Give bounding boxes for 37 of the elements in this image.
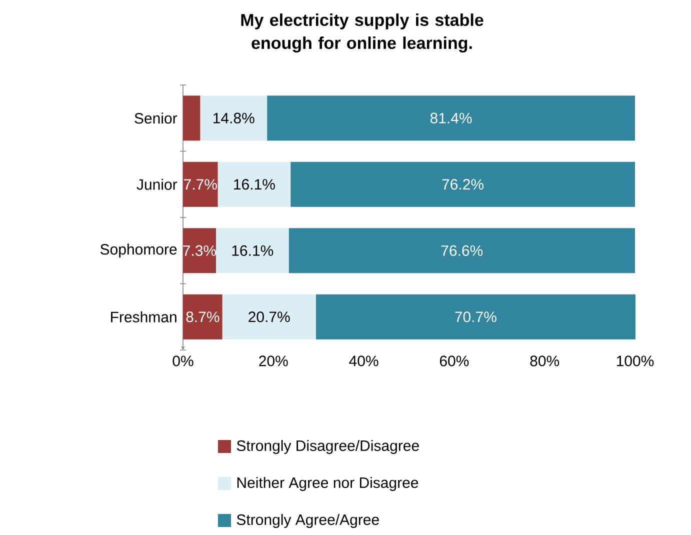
data-label: 7.3% (183, 245, 216, 256)
bar (267, 96, 635, 141)
x-tick-label: 60% (440, 356, 469, 366)
bar (288, 228, 635, 274)
bar (200, 96, 268, 141)
data-label: 8.7% (186, 312, 220, 322)
bar (183, 162, 218, 207)
data-label: 14.8% (214, 112, 254, 124)
bar (216, 228, 289, 274)
bar (183, 294, 222, 340)
y-tick-label: Senior (134, 112, 178, 124)
bar (316, 294, 636, 340)
data-label: 16.1% (234, 179, 275, 190)
x-tick-label: 20% (259, 356, 288, 366)
bar (183, 96, 200, 141)
data-label: 76.6% (441, 245, 483, 256)
bar (183, 228, 216, 274)
data-label: 16.1% (232, 245, 274, 256)
x-tick-label: 80% (530, 356, 560, 366)
data-label: 76.2% (442, 179, 484, 190)
data-label: 70.7% (455, 312, 496, 322)
y-tick-label: Sophomore (100, 244, 177, 258)
x-tick-label: 100% (616, 356, 654, 366)
legend-label: Strongly Disagree/Disagree (236, 440, 419, 454)
chart-title: My electricity supply is stable enough for online learning. (241, 14, 484, 52)
x-tick-label: 40% (349, 356, 378, 366)
y-tick-label: Junior (136, 178, 178, 190)
data-label: 7.7% (184, 179, 217, 190)
x-tick-label: 0% (172, 356, 194, 366)
legend-label: Neither Agree nor Disagree (237, 476, 418, 491)
data-label: 20.7% (248, 312, 290, 322)
bar (222, 294, 316, 340)
bar (218, 162, 291, 207)
data-label: 81.4% (430, 112, 472, 124)
y-tick-label: Freshman (111, 311, 176, 322)
bar (290, 162, 635, 207)
legend-label: Strongly Agree/Agree (236, 514, 379, 528)
